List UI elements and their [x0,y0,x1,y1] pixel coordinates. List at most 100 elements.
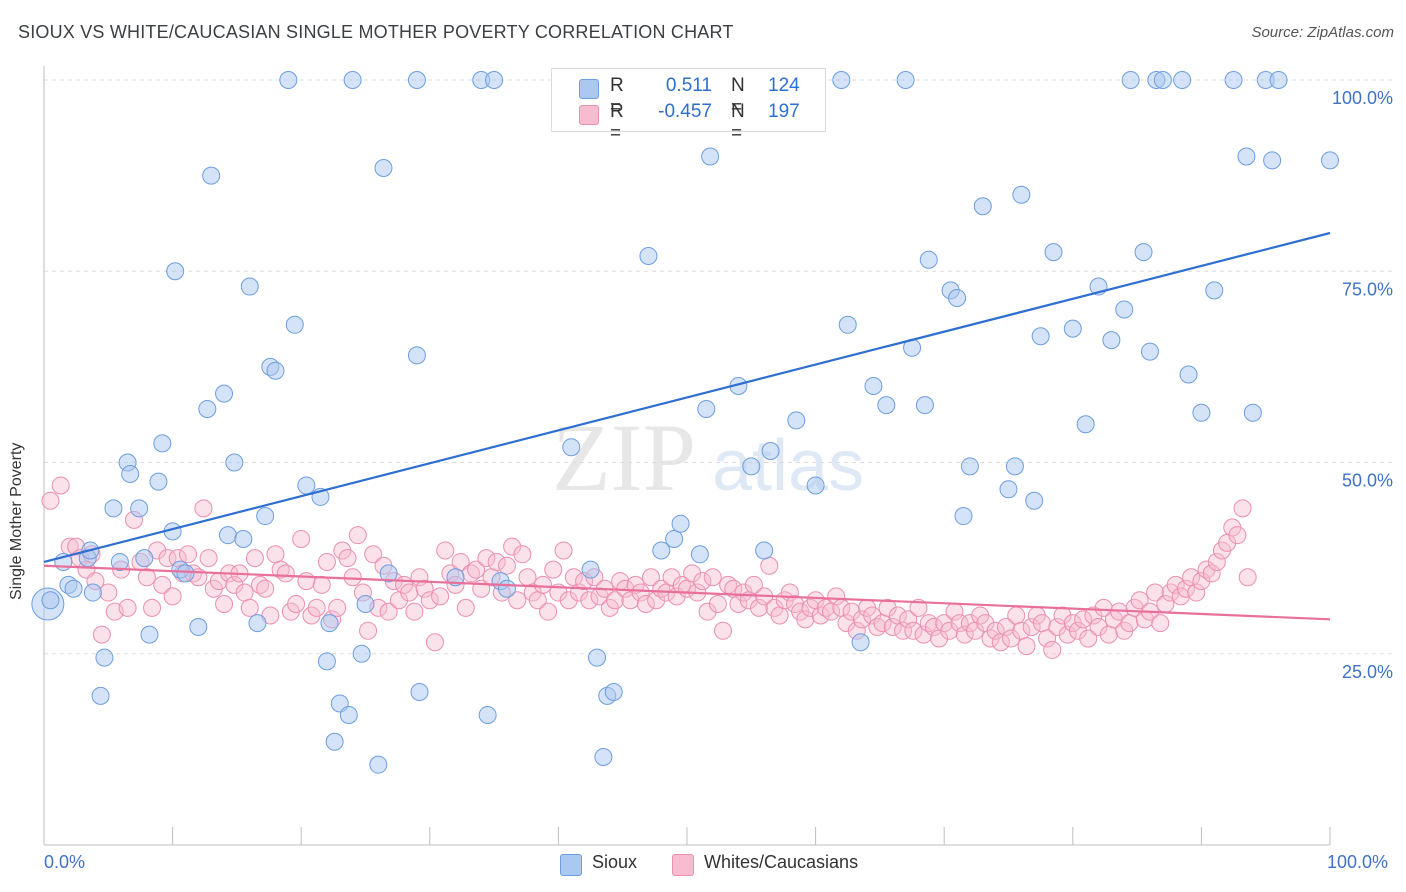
whites-point [1130,591,1149,610]
sioux-point [639,246,658,265]
whites-point [1053,606,1072,625]
whites-point [744,575,763,594]
sioux-point [130,499,149,518]
sioux-point [1205,281,1224,300]
legend-r-value: -0.457 [658,101,712,122]
whites-point [636,595,655,614]
whites-point [1089,617,1108,636]
legend-r-value: 0.511 [665,75,712,96]
sioux-point [339,705,358,724]
whites-point [641,568,660,587]
sioux-point [110,552,129,571]
sioux-point [787,411,806,430]
sioux-point [690,545,709,564]
whites-point [297,572,316,591]
whites-point [307,598,326,617]
whites-point [837,614,856,633]
whites-point [266,545,285,564]
whites-point [415,579,434,598]
whites-point [683,564,702,583]
whites-point [986,621,1005,640]
x-tick-label-min: 0.0% [44,852,86,872]
whites-point [1043,640,1062,659]
sioux-point [240,277,259,296]
whites-point [143,598,162,617]
legend-n-value: 197 [768,101,800,122]
whites-point [1002,629,1021,648]
whites-point [1233,499,1252,518]
whites-point [317,552,336,571]
whites-point [400,583,419,602]
whites-point [1207,552,1226,571]
sioux-point [1263,151,1282,170]
sioux-swatch [579,79,599,99]
whites-point [1187,583,1206,602]
whites-point [955,625,974,644]
whites-point [1094,598,1113,617]
sioux-point [234,530,253,548]
whites-point [1084,606,1103,625]
sioux-point [973,197,992,216]
sioux-point [374,158,393,177]
sioux-point [1243,403,1262,422]
sioux-point [215,384,234,403]
whites-point [194,499,213,518]
sioux-point [761,442,780,461]
sioux-point [176,564,195,583]
sioux-point [755,541,774,560]
sioux-point [218,526,237,545]
legend-r-label: R = [610,75,624,118]
sioux-point [594,748,613,767]
sioux-point [166,262,185,281]
sioux-point [948,289,967,308]
whites-point [348,526,367,545]
whites-point [287,595,306,614]
whites-point [235,583,254,602]
sioux-point [1140,342,1159,361]
whites-point [487,552,506,571]
sioux-point [202,166,221,185]
whites-point [179,545,198,564]
sioux-point [1173,71,1192,89]
whites-point [1176,579,1195,598]
sioux-point [954,507,973,526]
whites-point [467,560,486,579]
sioux-point [140,625,159,644]
sioux-point [1121,71,1140,89]
whites-point [904,621,923,640]
whites-point [379,602,398,621]
sioux-point [1115,300,1134,319]
sioux-point [1192,403,1211,422]
whites-point [508,591,527,610]
legend-n-value: 124 [768,75,800,96]
sioux-point [83,583,102,602]
whites-point [245,549,264,568]
whites-point [1192,572,1211,591]
sioux-point [248,614,267,633]
sioux-point [95,648,114,667]
axes [43,66,1331,846]
whites-point [292,530,311,548]
sioux-point [665,530,684,548]
whites-point [1022,617,1041,636]
sioux-point [864,377,883,395]
whites-point [533,575,552,594]
x-tick-label-max: 100.0% [1327,852,1389,872]
whites-point [343,568,362,587]
sioux-point [919,250,938,269]
sioux-point [1179,365,1198,384]
correlation-legend: R = 0.511 N = 124 R = -0.457 N = 197 [551,68,826,144]
whites-point [276,564,295,583]
sioux-point [562,438,581,457]
whites-point [996,617,1015,636]
sioux-point [135,549,154,568]
whites-point [497,556,516,575]
whites-point [770,606,789,625]
whites-point [852,610,871,629]
sioux-point [356,595,375,614]
sioux-point [1102,331,1121,350]
whites-point [420,591,439,610]
sioux-point [379,564,398,583]
whites-point [225,575,244,594]
whites-point [118,598,137,617]
